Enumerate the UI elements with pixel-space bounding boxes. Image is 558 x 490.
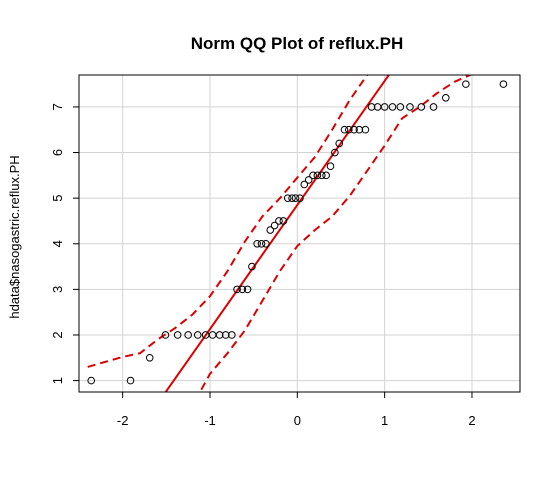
data-point <box>173 331 182 339</box>
x-tick-label: -2 <box>117 413 129 428</box>
y-tick-label: 6 <box>50 149 65 156</box>
data-point <box>499 80 508 88</box>
chart-title: Norm QQ Plot of reflux.PH <box>191 34 404 53</box>
y-axis-label: hdata$nasogastric.reflux.PH <box>7 155 22 318</box>
data-point <box>253 239 261 248</box>
data-point <box>462 80 470 88</box>
data-point <box>126 376 135 385</box>
data-point <box>161 331 170 339</box>
data-point <box>270 221 279 230</box>
data-point <box>322 171 330 180</box>
y-tick-label: 4 <box>50 240 65 247</box>
data-point <box>309 171 317 180</box>
confidence-band-upper <box>87 75 369 368</box>
x-tick-label: 0 <box>294 413 301 428</box>
data-point <box>429 103 438 111</box>
y-tick-label: 1 <box>50 377 65 384</box>
data-point <box>406 103 414 111</box>
confidence-band <box>87 75 471 391</box>
data-point <box>317 171 326 180</box>
data-point <box>248 262 256 271</box>
axes: -2 -1 0 1 2 1 2 3 4 5 6 7 <box>50 103 476 428</box>
data-point <box>388 103 397 111</box>
x-tick-label: 2 <box>468 413 475 428</box>
plot-frame <box>78 74 521 393</box>
grid <box>79 75 520 392</box>
data-point <box>304 176 313 184</box>
data-point <box>340 125 349 134</box>
x-tick-label: 1 <box>381 413 388 428</box>
data-point <box>228 331 236 339</box>
data-point <box>279 217 288 225</box>
y-tick-label: 7 <box>50 103 65 110</box>
data-point <box>184 331 192 339</box>
data-point <box>296 194 304 202</box>
data-point <box>291 194 300 202</box>
data-point <box>288 194 296 202</box>
data-point <box>257 239 266 248</box>
confidence-band-lower <box>200 75 471 391</box>
data-point <box>441 94 450 102</box>
data-point <box>266 226 275 234</box>
y-tick-label: 2 <box>50 331 65 338</box>
data-point <box>331 148 339 157</box>
data-point <box>262 239 270 248</box>
data-point <box>417 103 426 111</box>
data-point <box>283 194 292 202</box>
data-point <box>275 217 283 225</box>
data-point <box>233 285 241 294</box>
data-point <box>350 125 358 134</box>
data-point <box>326 162 335 171</box>
data-point <box>145 353 154 362</box>
data-point <box>238 285 247 294</box>
data-point <box>243 285 252 294</box>
y-tick-label: 3 <box>50 286 65 293</box>
data-point <box>345 125 353 134</box>
data-point <box>300 180 309 189</box>
data-points <box>87 80 508 385</box>
data-point <box>313 171 322 180</box>
data-point <box>361 125 370 134</box>
data-point <box>87 376 96 385</box>
data-point <box>335 139 344 148</box>
y-tick-label: 5 <box>50 195 65 202</box>
data-point <box>396 103 405 111</box>
data-point <box>193 331 202 339</box>
data-point <box>380 103 389 111</box>
x-tick-label: -1 <box>204 413 216 428</box>
